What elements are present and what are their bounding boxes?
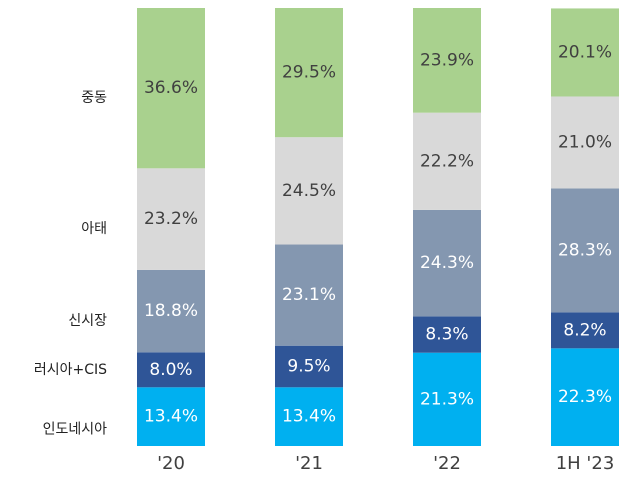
bar-segment bbox=[413, 316, 481, 353]
x-tick-label: '21 bbox=[295, 453, 323, 474]
data-label: 28.3% bbox=[558, 240, 612, 260]
bar-segment bbox=[275, 387, 343, 446]
data-label: 21.3% bbox=[420, 389, 474, 409]
bar-segment bbox=[551, 188, 619, 313]
data-label: 23.2% bbox=[144, 209, 198, 229]
bar-segment bbox=[137, 269, 205, 353]
bar-segment bbox=[551, 312, 619, 349]
data-label: 22.3% bbox=[558, 387, 612, 407]
bar-segment bbox=[137, 387, 205, 446]
data-label: 13.4% bbox=[144, 407, 198, 427]
bar-segment bbox=[275, 244, 343, 346]
x-tick-label: '22 bbox=[433, 453, 461, 474]
data-label: 36.6% bbox=[144, 78, 198, 98]
data-label: 8.2% bbox=[563, 320, 606, 340]
bar-segment bbox=[413, 352, 481, 446]
bar-segment bbox=[275, 345, 343, 388]
data-label: 23.9% bbox=[420, 50, 474, 70]
data-label: 22.2% bbox=[420, 151, 474, 171]
bar-segment bbox=[137, 168, 205, 270]
data-label: 18.8% bbox=[144, 301, 198, 321]
bar-segment bbox=[413, 112, 481, 210]
bar-segment bbox=[275, 8, 343, 138]
legend-label: 아태 bbox=[81, 221, 107, 237]
bar-segment bbox=[551, 96, 619, 189]
legend-label: 중동 bbox=[81, 90, 107, 106]
legend-label: 인도네시아 bbox=[43, 422, 108, 438]
bar-segment bbox=[413, 209, 481, 317]
data-label: 13.4% bbox=[282, 407, 336, 427]
x-tick-label: '20 bbox=[157, 453, 185, 474]
bar-segment bbox=[551, 348, 619, 446]
data-label: 8.3% bbox=[425, 325, 468, 345]
bar-segment bbox=[413, 8, 481, 113]
data-label: 24.5% bbox=[282, 181, 336, 201]
x-tick-label: 1H '23 bbox=[556, 453, 615, 474]
data-label: 24.3% bbox=[420, 253, 474, 273]
data-label: 20.1% bbox=[558, 42, 612, 62]
data-label: 23.1% bbox=[282, 285, 336, 305]
data-label: 9.5% bbox=[287, 357, 330, 377]
data-label: 29.5% bbox=[282, 63, 336, 83]
data-label: 21.0% bbox=[558, 132, 612, 152]
bar-segment bbox=[137, 352, 205, 388]
data-label: 8.0% bbox=[149, 360, 192, 380]
bar-segment bbox=[551, 8, 619, 97]
bar-segment bbox=[137, 8, 205, 169]
legend-label: 러시아+CIS bbox=[34, 362, 107, 378]
legend-label: 신시장 bbox=[68, 313, 107, 329]
bar-segment bbox=[275, 137, 343, 245]
